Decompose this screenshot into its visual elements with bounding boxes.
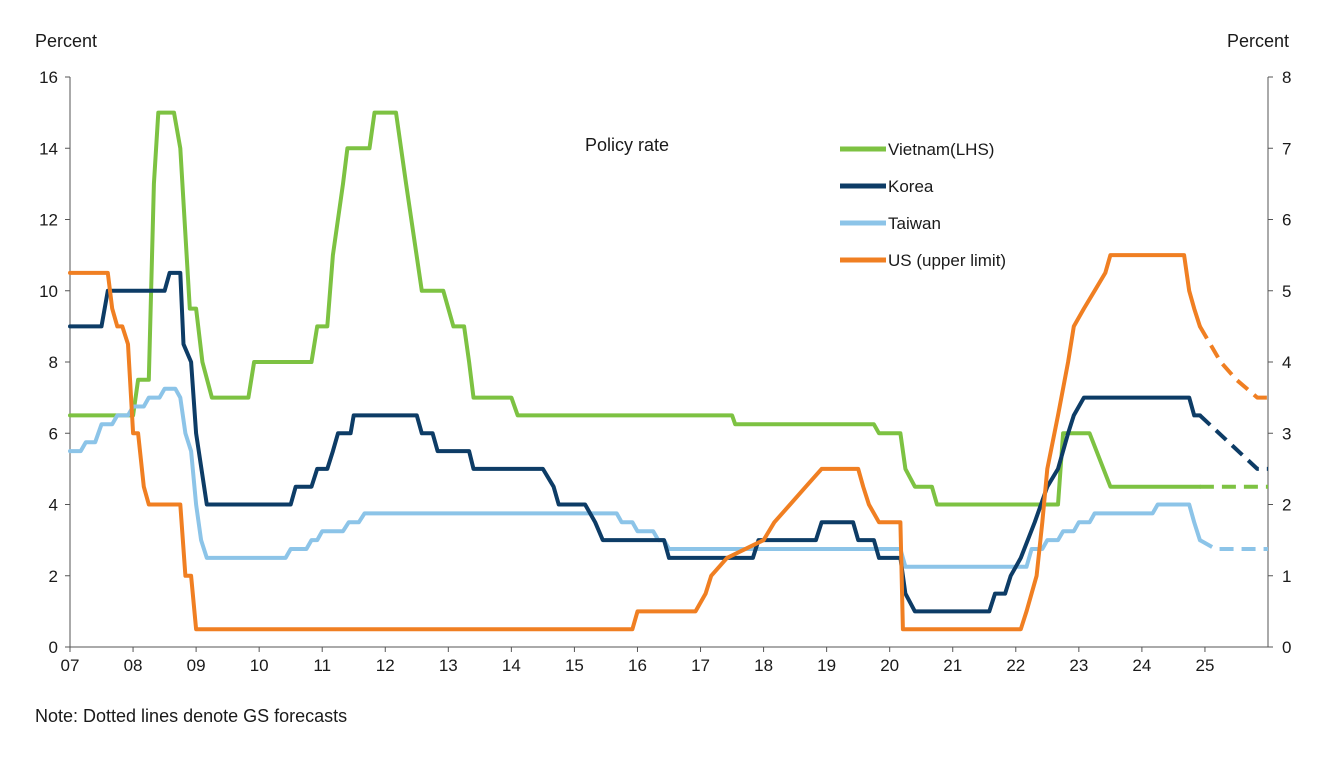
- x-tick-label: 08: [124, 656, 143, 675]
- left-y-tick-label: 0: [49, 638, 58, 657]
- chart-title: Policy rate: [585, 135, 669, 155]
- us-upper-limit-forecast-line: [1198, 325, 1268, 400]
- right-y-tick-label: 3: [1282, 424, 1291, 443]
- right-axis-unit-label: Percent: [1226, 31, 1289, 51]
- x-tick-label: 12: [376, 656, 395, 675]
- right-y-tick-label: 7: [1282, 139, 1291, 158]
- x-tick-label: 14: [502, 656, 521, 675]
- right-y-tick-label: 6: [1282, 211, 1291, 230]
- right-y-tick-label: 4: [1282, 353, 1291, 372]
- x-tick-label: 16: [628, 656, 647, 675]
- left-y-tick-label: 12: [39, 211, 58, 230]
- x-tick-label: 15: [565, 656, 584, 675]
- x-tick-label: 17: [691, 656, 710, 675]
- us-upper-limit-series-line: [68, 253, 1202, 632]
- left-y-tick-label: 2: [49, 567, 58, 586]
- left-axis-unit-label: Percent: [35, 31, 98, 51]
- right-y-tick-label: 2: [1282, 496, 1291, 515]
- left-y-tick-label: 10: [39, 282, 58, 301]
- x-tick-label: 07: [61, 656, 80, 675]
- right-y-tick-label: 0: [1282, 638, 1291, 657]
- series-layer: [68, 110, 1268, 632]
- left-y-tick-label: 8: [49, 353, 58, 372]
- left-y-tick-label: 4: [49, 496, 58, 515]
- forecast-note: Note: Dotted lines denote GS forecasts: [35, 706, 348, 726]
- left-y-tick-label: 6: [49, 424, 58, 443]
- left-y-tick-label: 14: [39, 139, 58, 158]
- korea-forecast-line: [1198, 413, 1268, 471]
- legend-label-vietnam-lhs: Vietnam(LHS): [888, 140, 994, 159]
- x-tick-label: 18: [754, 656, 773, 675]
- x-tick-label: 19: [817, 656, 836, 675]
- right-y-tick-label: 8: [1282, 68, 1291, 87]
- x-tick-label: 20: [880, 656, 899, 675]
- x-tick-label: 22: [1006, 656, 1025, 675]
- korea-series-line: [68, 270, 1202, 614]
- x-tick-label: 24: [1132, 656, 1151, 675]
- taiwan-series-line: [68, 386, 1202, 569]
- x-tick-label: 10: [250, 656, 269, 675]
- legend-label-us-upper-limit: US (upper limit): [888, 251, 1006, 270]
- x-tick-label: 09: [187, 656, 206, 675]
- legend-label-korea: Korea: [888, 177, 934, 196]
- right-y-tick-label: 1: [1282, 567, 1291, 586]
- left-y-tick-label: 16: [39, 68, 58, 87]
- vietnam-lhs-series-line: [68, 110, 1202, 507]
- taiwan-forecast-line: [1198, 538, 1268, 551]
- x-tick-label: 13: [439, 656, 458, 675]
- right-y-tick-label: 5: [1282, 282, 1291, 301]
- legend: Vietnam(LHS) Korea Taiwan US (upper limit): [840, 140, 1006, 270]
- x-tick-label: 11: [313, 656, 331, 675]
- legend-label-taiwan: Taiwan: [888, 214, 941, 233]
- x-tick-label: 23: [1069, 656, 1088, 675]
- x-tick-label: 21: [943, 656, 962, 675]
- x-tick-label: 25: [1195, 656, 1214, 675]
